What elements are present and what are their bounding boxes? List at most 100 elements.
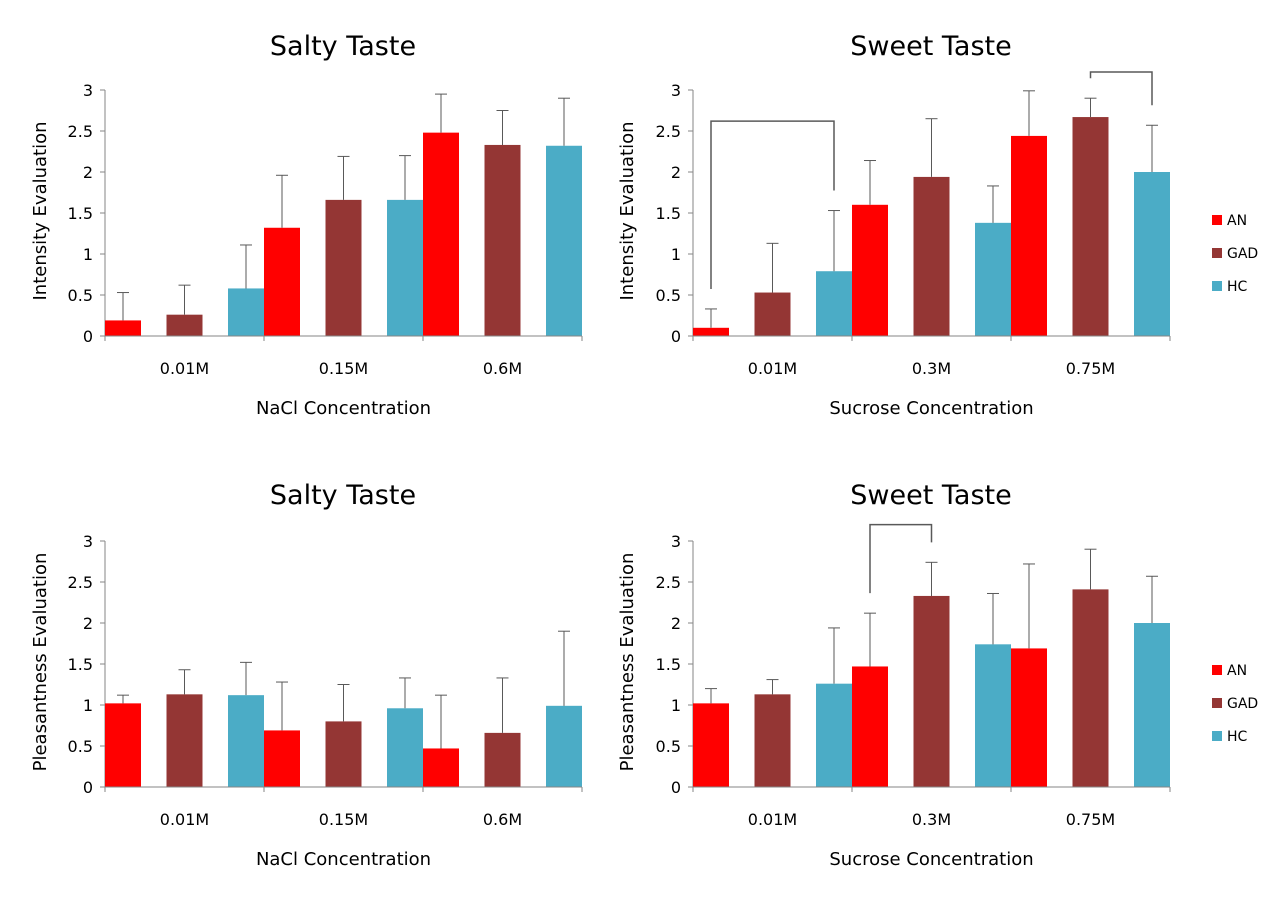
x-tick-label: 0.75M — [1066, 810, 1115, 829]
y-tick-label: 2.5 — [68, 573, 93, 592]
bar-gad-0.01M — [166, 314, 203, 336]
y-tick-label: 1.5 — [68, 204, 93, 223]
bar-gad-0.3M — [913, 595, 950, 787]
y-tick-label: 1.5 — [656, 204, 681, 223]
x-tick-label: 0.75M — [1066, 359, 1115, 378]
y-tick-label: 0 — [83, 327, 93, 346]
x-tick-label: 0.01M — [748, 359, 797, 378]
y-tick-label: 2.5 — [656, 573, 681, 592]
bar-gad-0.3M — [913, 176, 950, 336]
legend-swatch-an — [1212, 665, 1222, 675]
bar-an-0.15M — [264, 730, 300, 787]
bar-an-0.6M — [423, 132, 459, 336]
legend-label: HC — [1227, 279, 1248, 295]
y-tick-label: 2 — [671, 614, 681, 633]
x-axis-title: NaCl Concentration — [256, 849, 431, 870]
y-axis-title: Pleasantness Evaluation — [617, 553, 638, 772]
bar-hc-0.01M — [228, 695, 264, 787]
chart-panel-3: Salty Taste 0 0.5 1 1.5 2 2.5 3 0.01M 0.15M 0.6M Na… — [30, 480, 583, 870]
x-axis-title: NaCl Concentration — [256, 398, 431, 419]
x-tick-label: 0.01M — [160, 810, 209, 829]
significance-bracket — [1089, 71, 1153, 106]
legend-swatch-an — [1212, 215, 1222, 225]
chart-panel-1: Salty Taste 0 0.5 1 1.5 2 2.5 3 0.01M 0.15M 0.6M Na… — [30, 31, 583, 419]
y-tick-label: 0 — [83, 778, 93, 797]
chart-title: Sweet Taste — [850, 480, 1011, 511]
y-tick-label: 2.5 — [656, 122, 681, 141]
chart-title: Salty Taste — [270, 480, 416, 511]
y-tick-label: 0 — [671, 778, 681, 797]
legend-swatch-hc — [1212, 281, 1222, 291]
y-axis-title: Intensity Evaluation — [30, 121, 51, 300]
significance-bracket — [710, 120, 835, 289]
y-tick-label: 0.5 — [68, 286, 93, 305]
y-tick-label: 0.5 — [656, 737, 681, 756]
bar-hc-0.15M — [387, 199, 423, 336]
legend-swatch-gad — [1212, 698, 1222, 708]
legend-swatch-hc — [1212, 731, 1222, 741]
y-tick-label: 1.5 — [656, 655, 681, 674]
bar-gad-0.01M — [754, 292, 791, 336]
bar-an-0.3M — [852, 666, 888, 787]
y-tick-label: 1.5 — [68, 655, 93, 674]
legend-label: AN — [1227, 213, 1247, 229]
y-tick-label: 1 — [671, 245, 681, 264]
bar-hc-0.75M — [1134, 172, 1170, 336]
y-axis-title: Pleasantness Evaluation — [30, 553, 51, 772]
bar-gad-0.15M — [325, 721, 362, 787]
x-axis-title: Sucrose Concentration — [829, 398, 1033, 419]
chart-panel-4: Sweet Taste 0 0.5 1 1.5 2 2.5 3 0.01M 0.3M 0.75M Su… — [617, 480, 1258, 870]
x-tick-label: 0.6M — [483, 810, 522, 829]
bar-gad-0.6M — [484, 732, 521, 787]
y-tick-label: 2.5 — [68, 122, 93, 141]
bar-hc-0.6M — [546, 145, 582, 336]
bar-hc-0.3M — [975, 222, 1011, 336]
y-tick-label: 1 — [83, 696, 93, 715]
bar-gad-0.01M — [166, 694, 203, 787]
chart-title: Sweet Taste — [850, 31, 1011, 62]
bar-hc-0.75M — [1134, 623, 1170, 787]
bar-hc-0.01M — [228, 288, 264, 336]
bar-hc-0.15M — [387, 708, 423, 787]
bar-an-0.3M — [852, 204, 888, 336]
legend-label: GAD — [1227, 246, 1258, 262]
bar-an-0.75M — [1011, 135, 1047, 336]
x-tick-label: 0.3M — [912, 810, 951, 829]
y-tick-label: 2 — [83, 614, 93, 633]
legend-label: GAD — [1227, 696, 1258, 712]
bar-hc-0.3M — [975, 644, 1011, 787]
y-tick-label: 0.5 — [68, 737, 93, 756]
bar-gad-0.75M — [1072, 589, 1109, 787]
bar-hc-0.01M — [816, 683, 852, 787]
bar-hc-0.01M — [816, 271, 852, 336]
x-tick-label: 0.01M — [748, 810, 797, 829]
bar-an-0.75M — [1011, 648, 1047, 787]
legend-swatch-gad — [1212, 248, 1222, 258]
bar-gad-0.75M — [1072, 117, 1109, 336]
x-tick-label: 0.15M — [319, 359, 368, 378]
bar-an-0.15M — [264, 227, 300, 336]
y-tick-label: 2 — [671, 163, 681, 182]
y-tick-label: 1 — [83, 245, 93, 264]
legend-label: HC — [1227, 729, 1248, 745]
bar-gad-0.6M — [484, 144, 521, 336]
bar-an-0.01M — [105, 320, 141, 336]
y-tick-label: 3 — [671, 532, 681, 551]
bar-an-0.6M — [423, 748, 459, 787]
y-tick-label: 0.5 — [656, 286, 681, 305]
legend-label: AN — [1227, 663, 1247, 679]
x-tick-label: 0.01M — [160, 359, 209, 378]
y-tick-label: 2 — [83, 163, 93, 182]
bar-an-0.01M — [693, 703, 729, 787]
x-axis-title: Sucrose Concentration — [829, 849, 1033, 870]
x-tick-label: 0.6M — [483, 359, 522, 378]
significance-bracket — [869, 523, 933, 594]
chart-panel-2: Sweet Taste 0 0.5 1 1.5 2 2.5 3 0.01M 0.3M 0.75M Su… — [617, 31, 1258, 419]
bar-hc-0.6M — [546, 705, 582, 787]
x-tick-label: 0.15M — [319, 810, 368, 829]
bar-an-0.01M — [105, 703, 141, 787]
y-tick-label: 1 — [671, 696, 681, 715]
y-tick-label: 3 — [83, 532, 93, 551]
